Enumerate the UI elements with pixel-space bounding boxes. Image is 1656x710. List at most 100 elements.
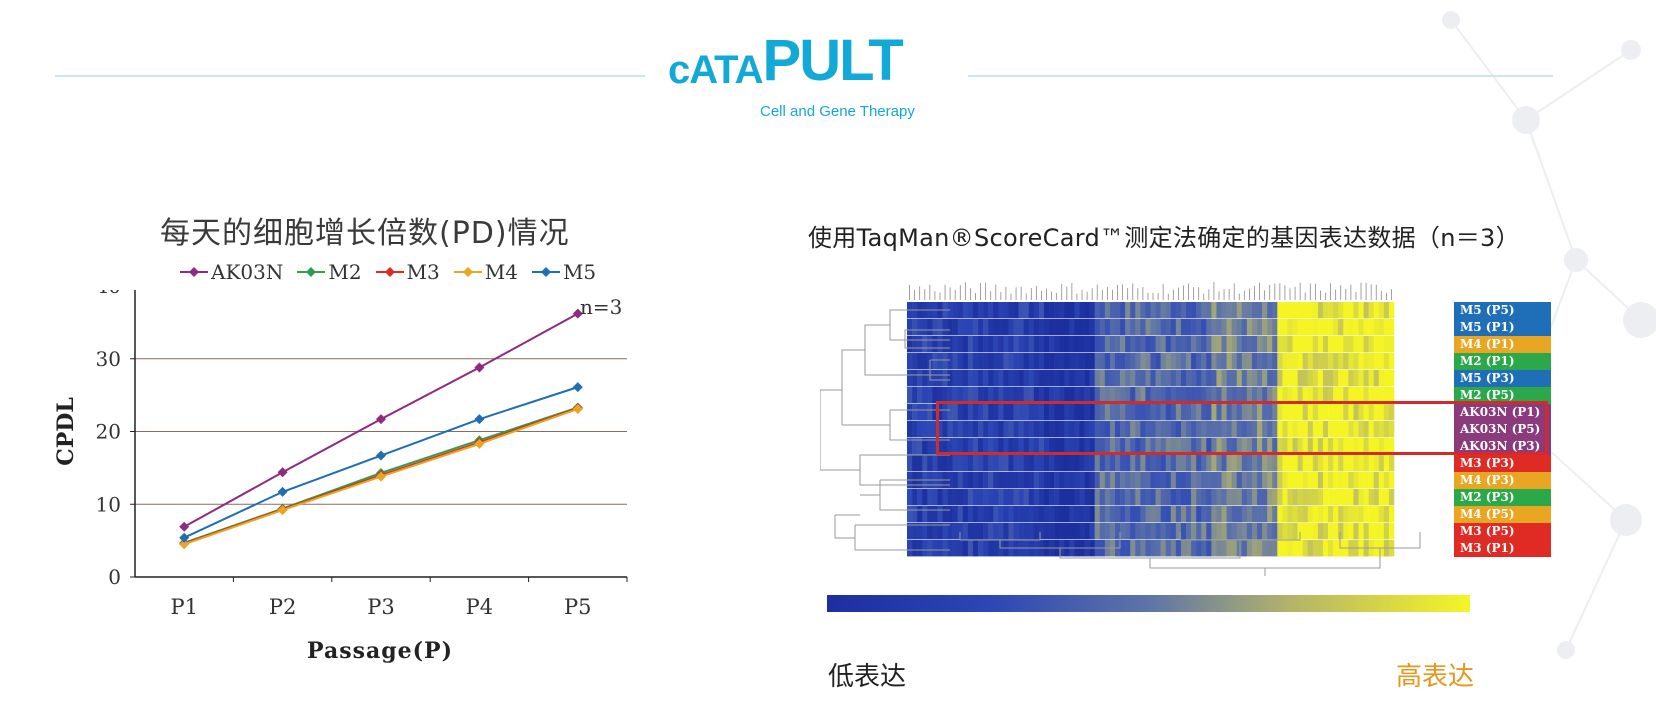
heatmap-cell: [988, 489, 994, 506]
heatmap-cell: [1196, 319, 1202, 336]
sample-row-label: M3 (P3): [1454, 455, 1551, 472]
heatmap-cell: [1109, 455, 1116, 472]
heatmap-cell: [1211, 353, 1217, 370]
heatmap-cell: [1120, 319, 1126, 336]
heatmap-cell: [1333, 455, 1339, 472]
heatmap-cell: [1241, 353, 1248, 370]
heatmap-cell: [1049, 489, 1055, 506]
heatmap-cell: [1003, 336, 1009, 353]
heatmap-cell: [1201, 472, 1207, 489]
heatmap-cell: [1206, 489, 1212, 506]
heatmap-cell: [1013, 319, 1019, 336]
heatmap-cell: [1104, 404, 1111, 421]
sample-row-label: M3 (P5): [1454, 523, 1551, 540]
heatmap-cell: [1160, 540, 1167, 557]
heatmap-cell: [1226, 523, 1232, 540]
heatmap-cell: [1251, 319, 1258, 336]
heatmap-cell: [1150, 319, 1156, 336]
heatmap-cell: [1054, 336, 1060, 353]
heatmap-cell: [1216, 455, 1222, 472]
sample-row-label: M4 (P5): [1454, 506, 1551, 523]
heatmap-cell: [1104, 472, 1111, 489]
heatmap-cell: [1383, 472, 1390, 489]
line-chart: 0 10 20 30 40 P1 P2 P3 P4 P5 n=3 CPDL Passage(P): [55, 290, 628, 664]
heatmap-cell: [1003, 353, 1009, 370]
heatmap-cell: [1099, 421, 1106, 438]
heatmap-cell: [947, 506, 953, 523]
heatmap-cell: [1160, 302, 1167, 319]
heatmap-cell: [1353, 336, 1359, 353]
heatmap-cell: [983, 540, 989, 557]
heatmap-cell: [1150, 421, 1156, 438]
heatmap-cell: [922, 540, 928, 557]
heatmap-cell: [1038, 489, 1045, 506]
heatmap-cell: [1348, 421, 1354, 438]
heatmap-cell: [952, 455, 959, 472]
heatmap-cell: [927, 336, 933, 353]
heatmap-cell: [1363, 319, 1369, 336]
heatmap-cell: [1338, 319, 1344, 336]
heatmap-cell: [1353, 506, 1359, 523]
heatmap-cell: [1018, 336, 1024, 353]
heatmap-cell: [912, 489, 918, 506]
heatmap-cell: [962, 302, 969, 319]
heatmap-cell: [1216, 472, 1222, 489]
heatmap-cell: [1292, 387, 1298, 404]
heatmap-cell: [1287, 438, 1293, 455]
data-point: [376, 414, 386, 425]
heatmap-cell: [1074, 489, 1080, 506]
heatmap-cell: [967, 319, 974, 336]
heatmap-cell: [1175, 319, 1182, 336]
heatmap-cell: [1008, 319, 1014, 336]
heatmap-cell: [1373, 370, 1380, 387]
heatmap-cell: [1196, 489, 1202, 506]
heatmap-cell: [1125, 336, 1131, 353]
heatmap-cell: [1165, 472, 1172, 489]
heatmap-cell: [952, 336, 959, 353]
heatmap-cell: [1008, 421, 1014, 438]
heatmap-cell: [1109, 523, 1116, 540]
heatmap-cell: [932, 387, 938, 404]
heatmap-cell: [1328, 302, 1334, 319]
heatmap-cell: [1038, 438, 1045, 455]
heatmap-cell: [1059, 421, 1065, 438]
heatmap-cell: [1338, 489, 1344, 506]
heatmap-cell: [1282, 438, 1288, 455]
heatmap-cell: [1317, 523, 1324, 540]
heatmap-cell: [1079, 319, 1085, 336]
heatmap-cell: [952, 387, 959, 404]
heatmap-cell: [1272, 540, 1278, 557]
heatmap-cell: [1140, 370, 1146, 387]
heatmap-cell: [1175, 404, 1182, 421]
heatmap-cell: [1287, 540, 1293, 557]
heatmap-cell: [1368, 506, 1375, 523]
heatmap-cell: [1175, 353, 1182, 370]
data-point: [376, 450, 386, 461]
heatmap-cell: [1297, 438, 1303, 455]
heatmap-cell: [1130, 336, 1136, 353]
heatmap-cell: [1114, 336, 1121, 353]
heatmap-cell: [1267, 404, 1273, 421]
heatmap-cell: [1287, 336, 1293, 353]
heatmap-cell: [1231, 336, 1238, 353]
series-m4: [179, 403, 583, 550]
heatmap-cell: [947, 421, 953, 438]
heatmap-cell: [1008, 387, 1014, 404]
heatmap-cell: [1343, 523, 1349, 540]
heatmap-cell: [1196, 353, 1202, 370]
heatmap-cell: [1388, 421, 1395, 438]
heatmap-cell: [1343, 438, 1349, 455]
heatmap-cell: [972, 489, 979, 506]
heatmap-cell: [1064, 336, 1070, 353]
heatmap-cell: [1322, 353, 1329, 370]
heatmap-cell: [917, 455, 923, 472]
heatmap-cell: [957, 404, 964, 421]
heatmap-cell: [1388, 319, 1395, 336]
heatmap-cell: [1383, 387, 1390, 404]
heatmap-cell: [1018, 370, 1024, 387]
heatmap-cell: [1038, 404, 1045, 421]
heatmap-cell: [1089, 421, 1095, 438]
heatmap-cell: [1297, 472, 1303, 489]
heatmap-cell: [937, 353, 943, 370]
heatmap-cell: [947, 387, 953, 404]
